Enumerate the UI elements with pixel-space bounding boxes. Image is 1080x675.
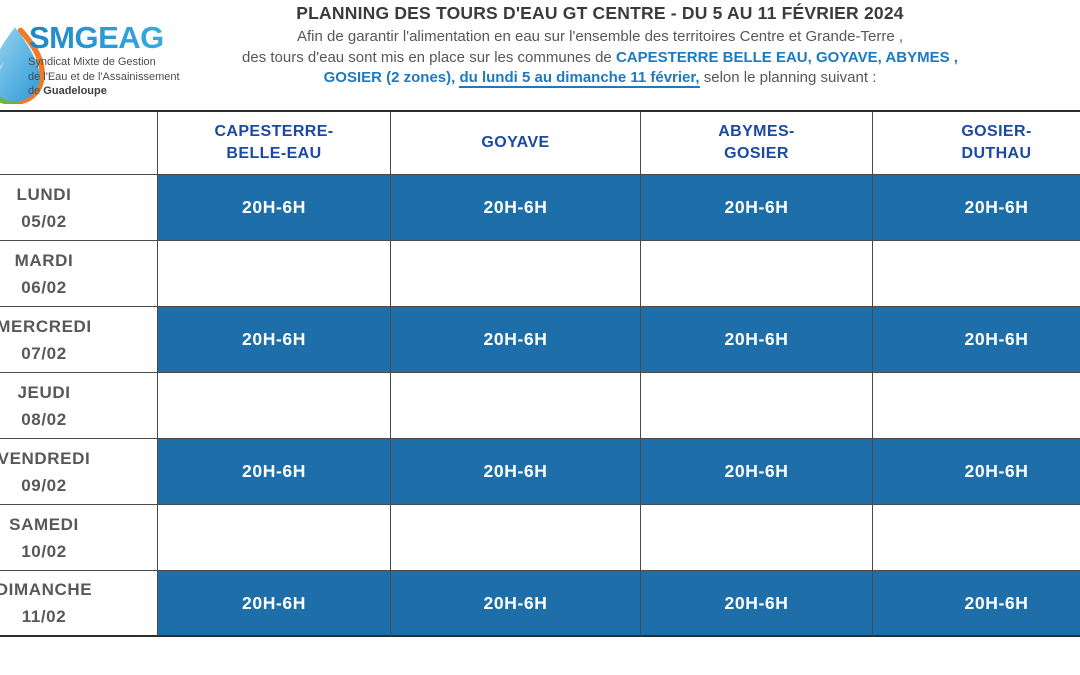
day-cell-jeudi: JEUDI 08/02 bbox=[0, 373, 158, 439]
intro-line-3-gosier: GOSIER (2 zones), bbox=[323, 69, 456, 86]
schedule-cell bbox=[873, 373, 1080, 439]
schedule-cell bbox=[641, 241, 873, 307]
column-header-line: DUTHAU bbox=[961, 145, 1032, 162]
column-header-line: GOYAVE bbox=[481, 134, 550, 151]
intro-line-3-suffix: selon le planning suivant : bbox=[703, 69, 877, 86]
column-header-line: GOSIER bbox=[724, 145, 789, 162]
schedule-cell: 20H-6H bbox=[158, 307, 391, 373]
column-header-line: ABYMES- bbox=[718, 123, 795, 140]
day-label: MERCREDI bbox=[0, 316, 92, 336]
date-label: 11/02 bbox=[21, 607, 67, 626]
schedule-cell bbox=[873, 241, 1080, 307]
date-label: 05/02 bbox=[21, 211, 67, 231]
schedule-table: CAPESTERRE- BELLE-EAU GOYAVE ABYMES- GOS… bbox=[0, 110, 1080, 637]
day-label: VENDREDI bbox=[0, 448, 91, 468]
schedule-cell bbox=[391, 373, 641, 439]
date-label: 08/02 bbox=[21, 409, 67, 429]
schedule-cell bbox=[641, 505, 873, 571]
logo-subtitle-line-2: de l'Eau et de l'Assainissement bbox=[28, 70, 180, 83]
schedule-cell: 20H-6H bbox=[641, 439, 873, 505]
schedule-cell: 20H-6H bbox=[391, 571, 641, 637]
day-cell-dimanche: DIMANCHE 11/02 bbox=[0, 571, 158, 637]
corner-cell bbox=[0, 112, 158, 175]
column-header-capesterre-belle-eau: CAPESTERRE- BELLE-EAU bbox=[158, 112, 391, 175]
water-drop-icon bbox=[0, 27, 45, 104]
logo-subtitle-line-1: Syndicat Mixte de Gestion bbox=[28, 56, 156, 68]
intro-line-2: des tours d'eau sont mis en place sur le… bbox=[120, 48, 1080, 69]
schedule-cell: 20H-6H bbox=[873, 175, 1080, 241]
brand-name: SMGEAG bbox=[29, 20, 164, 55]
column-header-line: CAPESTERRE- bbox=[214, 123, 334, 140]
schedule-cell: 20H-6H bbox=[873, 571, 1080, 637]
schedule-cell bbox=[391, 241, 641, 307]
date-label: 10/02 bbox=[21, 541, 67, 561]
schedule-cell: 20H-6H bbox=[641, 571, 873, 637]
logo-subtitle-line-3: de Guadeloupe bbox=[28, 84, 180, 99]
column-header-gosier-duthau: GOSIER- DUTHAU bbox=[873, 112, 1080, 175]
schedule-cell: 20H-6H bbox=[873, 439, 1080, 505]
day-label: MARDI bbox=[14, 250, 74, 270]
schedule-cell bbox=[158, 505, 391, 571]
column-header-line: BELLE-EAU bbox=[226, 145, 322, 162]
schedule-cell: 20H-6H bbox=[158, 571, 391, 637]
schedule-cell bbox=[158, 373, 391, 439]
logo-subtitle: Syndicat Mixte de Gestion de l'Eau et de… bbox=[28, 55, 180, 99]
day-label: JEUDI bbox=[17, 382, 71, 402]
header-block: PLANNING DES TOURS D'EAU GT CENTRE - DU … bbox=[120, 3, 1080, 89]
date-label: 09/02 bbox=[21, 475, 67, 495]
column-header-line: GOSIER- bbox=[961, 123, 1032, 140]
schedule-cell: 20H-6H bbox=[391, 439, 641, 505]
intro-line-3-dates: du lundi 5 au dimanche 11 février, bbox=[459, 69, 700, 88]
schedule-cell bbox=[873, 505, 1080, 571]
schedule-cell bbox=[641, 373, 873, 439]
day-cell-lundi: LUNDI 05/02 bbox=[0, 175, 158, 241]
intro-line-2-prefix: des tours d'eau sont mis en place sur le… bbox=[242, 48, 612, 66]
date-label: 06/02 bbox=[21, 277, 67, 297]
schedule-cell bbox=[158, 241, 391, 307]
logo-subtitle-prefix: de bbox=[28, 85, 44, 97]
intro-line-1: Afin de garantir l'alimentation en eau s… bbox=[296, 28, 904, 45]
day-label: SAMEDI bbox=[9, 514, 79, 534]
schedule-cell: 20H-6H bbox=[641, 307, 873, 373]
schedule-cell: 20H-6H bbox=[641, 175, 873, 241]
schedule-cell: 20H-6H bbox=[158, 175, 391, 241]
schedule-cell bbox=[391, 505, 641, 571]
poster-title: PLANNING DES TOURS D'EAU GT CENTRE - DU … bbox=[296, 3, 904, 23]
logo-subtitle-bold: Guadeloupe bbox=[43, 85, 107, 97]
day-label: LUNDI bbox=[16, 184, 72, 204]
day-cell-samedi: SAMEDI 10/02 bbox=[0, 505, 158, 571]
schedule-cell: 20H-6H bbox=[873, 307, 1080, 373]
day-cell-vendredi: VENDREDI 09/02 bbox=[0, 439, 158, 505]
schedule-cell: 20H-6H bbox=[391, 175, 641, 241]
date-label: 07/02 bbox=[21, 343, 67, 363]
schedule-cell: 20H-6H bbox=[391, 307, 641, 373]
day-cell-mardi: MARDI 06/02 bbox=[0, 241, 158, 307]
column-header-abymes-gosier: ABYMES- GOSIER bbox=[641, 112, 873, 175]
schedule-cell: 20H-6H bbox=[158, 439, 391, 505]
intro-line-2-communes: CAPESTERRE BELLE EAU, GOYAVE, ABYMES , bbox=[615, 48, 958, 66]
intro-line-3: GOSIER (2 zones), du lundi 5 au dimanche… bbox=[120, 68, 1080, 89]
day-cell-mercredi: MERCREDI 07/02 bbox=[0, 307, 158, 373]
column-header-goyave: GOYAVE bbox=[391, 112, 641, 175]
day-label: DIMANCHE bbox=[0, 580, 93, 599]
